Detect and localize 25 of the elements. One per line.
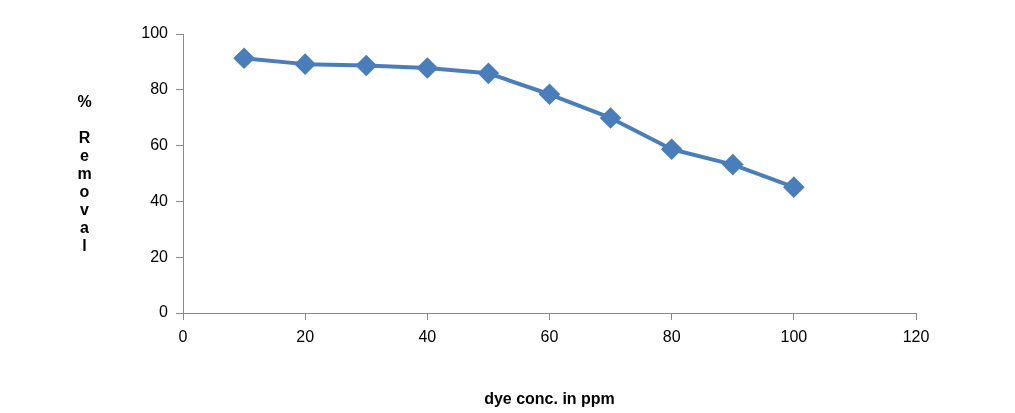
point: [722, 154, 743, 175]
x-tick-label: 0: [178, 328, 188, 346]
y-tick-label: 60: [150, 136, 169, 154]
y-tick-label: 0: [159, 303, 169, 321]
x-tick-label: 60: [540, 328, 559, 346]
y-axis-title: % Removal: [76, 92, 93, 255]
point: [234, 48, 255, 69]
y-tick-label: 20: [150, 247, 169, 265]
x-tick-label: 100: [780, 328, 808, 346]
point: [783, 177, 804, 198]
x-tick-label: 80: [662, 328, 681, 346]
x-tick-label: 40: [418, 328, 437, 346]
y-tick-label: 100: [141, 24, 169, 42]
point: [600, 107, 621, 128]
x-tick-label: 20: [296, 328, 315, 346]
x-axis-title: dye conc. in ppm: [484, 389, 615, 407]
point: [356, 55, 377, 76]
point: [661, 139, 682, 160]
y-tick-label: 40: [150, 191, 169, 209]
x-tick-label: 120: [902, 328, 930, 346]
y-tick-label: 80: [150, 80, 169, 98]
point: [295, 54, 316, 75]
point: [478, 63, 499, 84]
point: [539, 84, 560, 105]
point: [417, 58, 438, 79]
